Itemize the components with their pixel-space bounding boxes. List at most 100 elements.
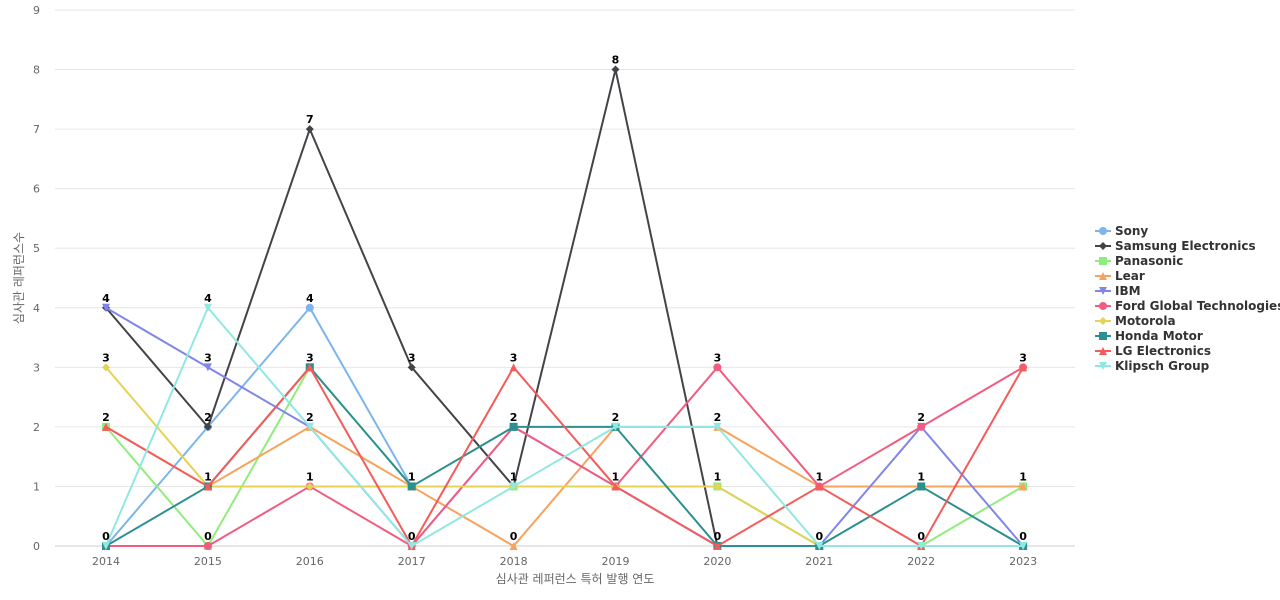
data-label: 1 [815,470,823,483]
data-point-sony [305,303,314,312]
data-point-motorola [713,482,722,491]
data-point-samsung-electronics [407,363,416,372]
data-label: 0 [408,530,416,543]
data-label: 3 [1019,351,1027,364]
data-label: 2 [204,411,212,424]
legend-label: Sony [1115,224,1148,238]
x-tick-label: 2014 [92,555,120,568]
data-label: 7 [306,113,314,126]
legend-label: Motorola [1115,314,1176,328]
x-tick-label: 2019 [602,555,630,568]
legend-item-klipsch-group[interactable]: Klipsch Group [1095,359,1210,373]
x-tick-label: 2018 [500,555,528,568]
legend-marker-icon [1099,257,1107,265]
x-tick-label: 2016 [296,555,324,568]
y-tick-label: 7 [33,123,40,136]
legend-marker-icon [1099,317,1107,325]
data-label: 2 [714,411,722,424]
series-line-lg-electronics [105,366,1024,547]
data-point-lg-electronics [1019,363,1028,372]
data-label: 4 [306,292,314,305]
legend-marker-icon [1099,347,1107,355]
data-point-ibm [203,363,212,372]
data-point-lg-electronics [509,363,518,372]
y-tick-label: 9 [33,4,40,17]
data-point-motorola [102,363,110,372]
legend-marker-icon [1099,332,1107,340]
data-point-lear [509,542,518,550]
y-tick-label: 0 [33,540,40,553]
data-label: 0 [815,530,823,543]
data-label: 0 [1019,530,1027,543]
y-tick-label: 4 [33,302,40,315]
data-label: 0 [917,530,925,543]
data-label: 3 [204,351,212,364]
x-tick-label: 2020 [703,555,731,568]
data-label: 3 [714,351,722,364]
data-label: 3 [408,351,416,364]
legend-item-samsung-electronics[interactable]: Samsung Electronics [1095,239,1256,253]
y-axis-title: 심사관 레퍼런스수 [12,232,26,324]
data-point-lg-electronics [713,542,722,550]
legend-item-ford-global-technologies[interactable]: Ford Global Technologies [1095,299,1280,313]
data-label: 2 [306,411,314,424]
data-point-samsung-electronics [611,65,620,74]
series-lg-electronics [102,363,1028,550]
x-tick-label: 2017 [398,555,426,568]
data-label: 4 [102,292,110,305]
data-point-lg-electronics [203,482,212,491]
y-tick-label: 1 [33,480,40,493]
data-point-honda-motor [917,482,926,491]
series-line-klipsch-group [105,306,1024,547]
data-point-klipsch-group [305,422,314,431]
legend-item-panasonic[interactable]: Panasonic [1095,254,1183,268]
data-point-honda-motor [407,482,416,491]
data-point-samsung-electronics [203,422,212,431]
data-point-klipsch-group [407,542,416,550]
data-point-ford-global-technologies [917,422,926,431]
data-label: 2 [102,411,110,424]
data-label: 1 [714,470,722,483]
legend-item-motorola[interactable]: Motorola [1095,314,1176,328]
data-point-lg-electronics [102,422,110,431]
data-label: 8 [612,54,620,67]
x-axis-title: 심사관 레퍼런스 특허 발행 연도 [496,571,655,586]
data-point-klipsch-group [509,482,518,491]
data-point-klipsch-group [713,422,722,431]
y-tick-label: 5 [33,242,40,255]
data-label: 1 [917,470,925,483]
data-label: 3 [510,351,518,364]
data-point-klipsch-group [611,422,620,431]
y-tick-label: 3 [33,361,40,374]
legend-item-sony[interactable]: Sony [1095,224,1148,238]
data-point-ibm [102,303,110,312]
legend-item-lear[interactable]: Lear [1095,269,1145,283]
series-layer [102,65,1028,550]
data-label: 4 [204,292,212,305]
legend-marker-icon [1099,362,1107,370]
data-point-klipsch-group [917,542,926,550]
legend-label: Panasonic [1115,254,1183,268]
legend-label: Klipsch Group [1115,359,1210,373]
legend-item-ibm[interactable]: IBM [1095,284,1141,298]
y-tick-label: 2 [33,421,40,434]
data-point-lg-electronics [305,363,314,372]
data-point-motorola [305,482,314,491]
data-label: 1 [612,470,620,483]
legend-marker-icon [1099,242,1107,250]
legend-item-honda-motor[interactable]: Honda Motor [1095,329,1203,343]
data-label: 1 [1019,470,1027,483]
x-tick-label: 2021 [805,555,833,568]
legend-label: LG Electronics [1115,344,1211,358]
legend-marker-icon [1099,227,1107,235]
data-label: 3 [102,351,110,364]
data-label: 2 [917,411,925,424]
x-tick-label: 2023 [1009,555,1037,568]
legend-item-lg-electronics[interactable]: LG Electronics [1095,344,1211,358]
x-tick-label: 2022 [907,555,935,568]
